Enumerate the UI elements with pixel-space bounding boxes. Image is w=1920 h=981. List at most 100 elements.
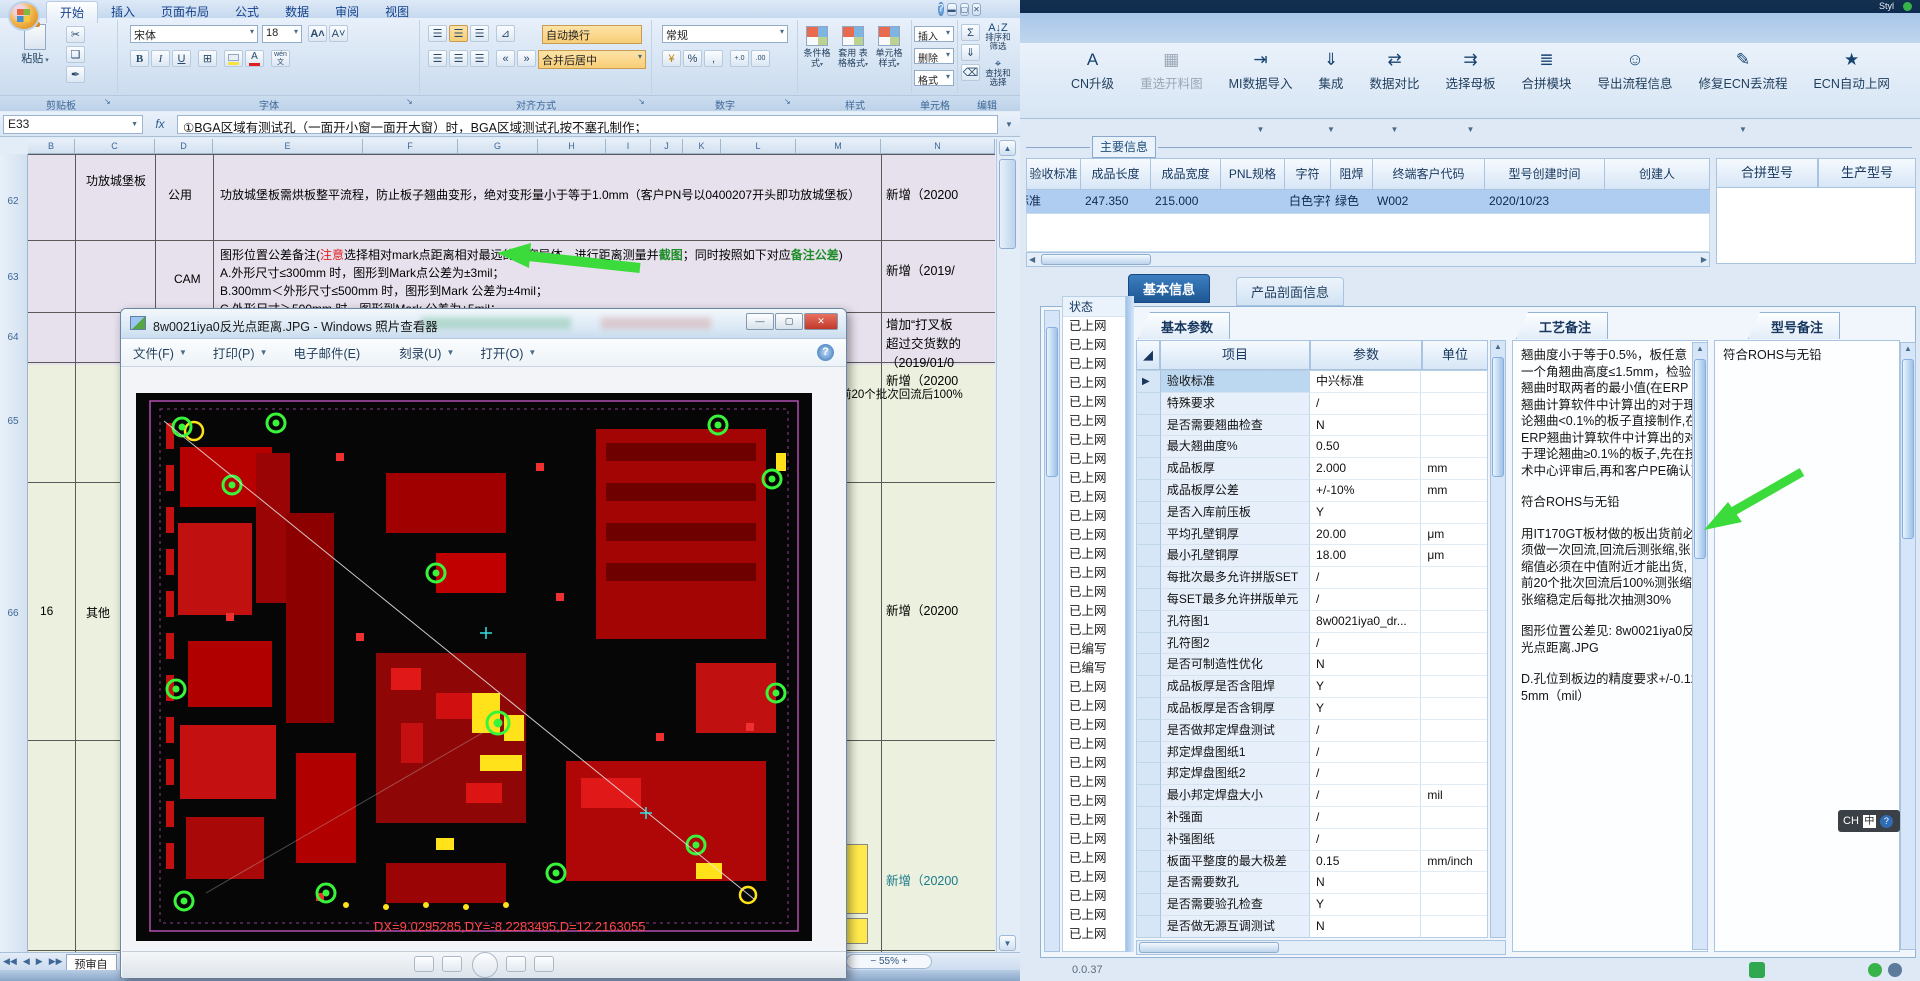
ribbon-tab[interactable]: 审阅 [335,5,360,19]
tab-profile-info[interactable]: 产品剖面信息 [1236,277,1345,306]
column-header[interactable]: L [721,139,796,153]
first-sheet-icon[interactable]: ◀◀ [3,956,17,966]
cells-button[interactable]: 插入 ▾ [914,26,954,43]
dropdown-arrow-icon[interactable]: ▼ [1466,125,1475,134]
param-row[interactable]: 最小邦定焊盘大小 / mil [1137,785,1487,807]
scroll-thumb[interactable] [1046,327,1058,477]
param-vscrollbar[interactable]: ▲ [1490,340,1506,938]
status-item[interactable]: 已上网 [1069,680,1107,694]
toolbar-button[interactable]: ⇄ 数据对比 ▼ [1369,50,1420,134]
scroll-thumb[interactable] [1139,942,1279,953]
next-image-icon[interactable] [506,956,526,972]
status-item[interactable]: 已上网 [1069,775,1107,789]
param-row[interactable]: 验收标准 中兴标准 [1137,371,1487,393]
underline-button[interactable]: U [172,50,191,67]
maximize-button[interactable]: ▢ [775,313,803,330]
ribbon-tab[interactable]: 页面布局 [161,5,210,19]
status-item[interactable]: 已上网 [1069,737,1107,751]
scroll-left-icon[interactable]: ◀ [1029,255,1036,264]
param-row[interactable]: 孔符图2/ [1137,632,1487,655]
ime-help-icon[interactable]: ? [1879,814,1893,828]
cell-finished-width[interactable]: 215.000 [1150,190,1220,214]
fx-icon[interactable]: fx [155,117,165,131]
status-item[interactable]: 已上网 [1069,509,1107,523]
last-sheet-icon[interactable]: ▶▶ [48,956,63,966]
align-left-icon[interactable]: ☰ [428,50,447,67]
param-row[interactable]: 补强面 / [1137,806,1487,829]
column-header[interactable]: J [651,139,683,153]
comma-icon[interactable]: , [704,50,723,67]
row-header[interactable]: 62 [7,196,19,207]
fill-color-icon[interactable] [224,50,243,67]
status-item[interactable]: 已上网 [1069,604,1107,618]
param-row[interactable]: 是否需要翘曲检查 N [1137,414,1487,437]
param-row[interactable]: 特殊要求 / [1137,392,1487,415]
toolbar-button[interactable]: ≣ 合拼模块 ▼ [1521,50,1572,91]
help-icon[interactable]: ? [817,344,834,361]
param-row[interactable]: 补强图纸 / [1137,828,1487,851]
toolbar-button[interactable]: ▦ 重选开料图 ▼ [1140,50,1203,91]
toolbar-button[interactable]: ☺ 导出流程信息 ▼ [1597,50,1673,91]
dropdown-arrow-icon[interactable]: ▼ [1390,125,1399,134]
param-row[interactable]: 是否需要验孔检查 Y [1137,894,1487,916]
dropdown-arrow-icon[interactable]: ▼ [1326,125,1335,134]
scroll-up-icon[interactable]: ▲ [1494,342,1502,351]
phonetic-guide-icon[interactable]: wén 文 [271,50,290,67]
dropdown-arrow-icon[interactable]: ▼ [1256,125,1265,134]
sheet-tab[interactable]: 预审自 [65,953,117,971]
ribbon-tab[interactable]: 公式 [235,5,260,19]
ribbon-tab[interactable]: 插入 [111,5,136,19]
status-item[interactable]: 已编写 [1069,642,1107,656]
cell-finished-length[interactable]: 247.350 [1080,190,1150,214]
align-right-icon[interactable]: ☰ [470,50,489,67]
status-item[interactable]: 已上网 [1069,376,1107,390]
column-header[interactable]: C [75,139,155,153]
dialog-launcher-icon[interactable]: ↘ [104,97,111,106]
accounting-format-icon[interactable]: ¥ [662,50,681,67]
cell-create-date[interactable]: 2020/10/23 [1484,190,1604,214]
param-row[interactable]: 最小孔壁铜厚 18.00 μm [1137,545,1487,568]
clear-icon[interactable]: ⌫ [961,64,980,81]
scroll-thumb[interactable] [1694,359,1706,559]
prev-image-icon[interactable] [442,956,462,972]
style-button[interactable]: 条件格式▾ [800,26,834,70]
status-item[interactable]: 已上网 [1069,338,1107,352]
ribbon-tab[interactable]: 开始 [46,1,99,23]
cell-e63-line1[interactable]: 图形位置公差备注(注意选择相对mark点距离相对最远的开窗导体，进行距离测量并截… [220,248,843,262]
formula-bar-expand-icon[interactable]: ▼ [1005,119,1013,129]
param-row[interactable]: 板面平整度的最大极差 0.15 mm/inch [1137,850,1487,873]
cell-d62[interactable]: 公用 [168,188,193,202]
find-select-button[interactable]: ⌖ 查找和 选择 [982,59,1014,87]
column-header[interactable]: G [458,139,538,153]
splitter[interactable] [1126,296,1134,952]
status-item[interactable]: 已上网 [1069,547,1107,561]
language-bar[interactable]: CH 中? [1838,810,1900,832]
dialog-launcher-icon[interactable]: ↘ [784,97,791,106]
param-row[interactable]: 是否需要数孔 N [1137,872,1487,895]
status-item[interactable]: 已上网 [1069,718,1107,732]
param-row[interactable]: 是否做邦定焊盘测试 / [1137,719,1487,742]
office-button-icon[interactable] [8,1,40,31]
status-item[interactable]: 已上网 [1069,452,1107,466]
row-header[interactable]: 65 [7,416,19,427]
cells-button[interactable]: 格式 ▾ [914,70,954,87]
help-icon[interactable]: ? [938,2,944,16]
cell-d63-cam[interactable]: CAM [174,272,201,286]
cell-customer-code[interactable]: W002 [1372,190,1484,214]
param-row[interactable]: 孔符图1 8w0021iya0_dr... [1137,610,1487,633]
cell-soldermask[interactable]: 绿色 [1330,190,1372,214]
formula-input[interactable]: ①BGA区域有测试孔（一面开小窗一面开大窗）时，BGA区域测试孔按不塞孔制作； [177,114,998,134]
column-header[interactable]: M [796,139,881,153]
align-middle-icon[interactable]: ☰ [449,25,468,42]
wrap-text-button[interactable]: 自动换行 [542,25,642,44]
param-row[interactable]: 邦定焊盘图纸2/ [1137,763,1487,786]
tray-icon[interactable] [1888,963,1902,977]
param-row[interactable]: 成品板厚公差 +/-10% mm [1137,479,1487,502]
fill-icon[interactable]: ⇓ [961,44,980,61]
maximize-button[interactable]: ▢ [959,2,970,16]
close-button[interactable]: ✕ [972,2,981,16]
column-header[interactable]: I [606,139,651,153]
scroll-up-icon[interactable]: ▲ [1696,344,1704,353]
menu-item[interactable]: 刻录(U) ▼ [399,347,455,361]
status-item[interactable]: 已上网 [1069,585,1107,599]
